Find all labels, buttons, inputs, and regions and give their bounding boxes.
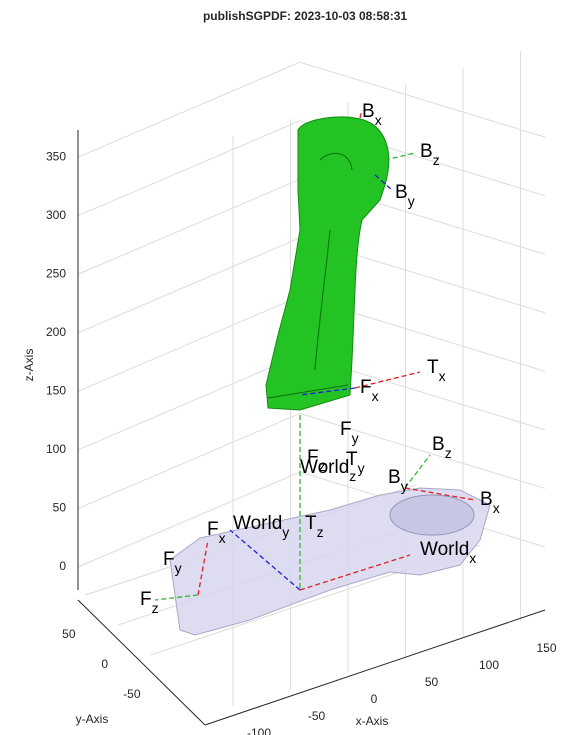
z-tick-label: 100 (46, 442, 66, 456)
frame-name: T (427, 357, 439, 378)
x-tick-label: 150 (536, 641, 556, 655)
frame-axis: y (282, 524, 289, 540)
frame-axis: z (445, 445, 452, 461)
z-tick-label: 0 (59, 559, 66, 573)
x-tick-label: -100 (247, 726, 271, 735)
frame-name: B (480, 489, 493, 510)
z-tick-label: 250 (46, 266, 66, 280)
frame-label: Bz (420, 141, 440, 168)
frame-axis: x (493, 500, 500, 516)
frame-axis: z (152, 600, 159, 616)
frame-axis: y (358, 460, 365, 476)
frame-axis: z (317, 524, 324, 540)
z-tick-label: 50 (53, 501, 67, 515)
z-tick-label: 300 (46, 208, 66, 222)
frame-axis: z (349, 468, 356, 484)
y-tick-label: 0 (101, 657, 108, 671)
frame-axis: x (469, 550, 476, 566)
z-tick-label: 150 (46, 384, 66, 398)
frame-label: Fz (140, 589, 159, 616)
frame-name: F (207, 519, 219, 540)
figure: publishSGPDF: 2023-10-03 08:58:31 z-Axis… (0, 0, 575, 735)
x-tick-label: -50 (308, 709, 326, 723)
frame-label: By (388, 467, 408, 494)
frame-label: By (395, 182, 415, 209)
x-tick-label: 50 (425, 675, 439, 689)
x-axis-label: x-Axis (356, 714, 389, 728)
frame-name: B (420, 141, 433, 162)
y-tick-label: -50 (123, 687, 141, 701)
frame-name: T (305, 513, 317, 534)
z-tick-label: 350 (46, 149, 66, 163)
frame-axis: x (375, 112, 382, 128)
frame-name: World (420, 539, 469, 560)
frame-axis: y (408, 193, 415, 209)
frame-axis: x (219, 530, 226, 546)
frame-name: F (340, 419, 352, 440)
chart-title: publishSGPDF: 2023-10-03 08:58:31 (203, 9, 407, 23)
frame-label: Fy (340, 419, 359, 446)
frame-name: World (300, 457, 349, 478)
x-tick-label: 100 (479, 658, 499, 672)
frame-axis: x (439, 368, 446, 384)
frame-name: B (362, 101, 375, 122)
frame-axis: x (372, 388, 379, 404)
frame-name: F (140, 589, 152, 610)
y-axis-label: y-Axis (76, 712, 109, 726)
frame-name: B (395, 182, 408, 203)
z-axis-label: z-Axis (22, 349, 36, 382)
frame-name: T (346, 449, 358, 470)
frame-name: B (432, 434, 445, 455)
frame-axis: y (175, 560, 182, 576)
frame-name: World (233, 513, 282, 534)
frame-name: B (388, 467, 401, 488)
frame-name: F (163, 549, 175, 570)
z-tick-label: 200 (46, 325, 66, 339)
frame-axis: y (401, 478, 408, 494)
x-tick-label: 0 (371, 692, 378, 706)
green-arm (266, 117, 389, 410)
frame-label: Tx (427, 357, 446, 384)
frame-axis: z (433, 152, 440, 168)
frame-label: Fx (360, 377, 379, 404)
y-tick-label: 50 (62, 627, 76, 641)
base-hub (390, 495, 474, 535)
frame-axis: y (352, 430, 359, 446)
frame-name: F (360, 377, 372, 398)
